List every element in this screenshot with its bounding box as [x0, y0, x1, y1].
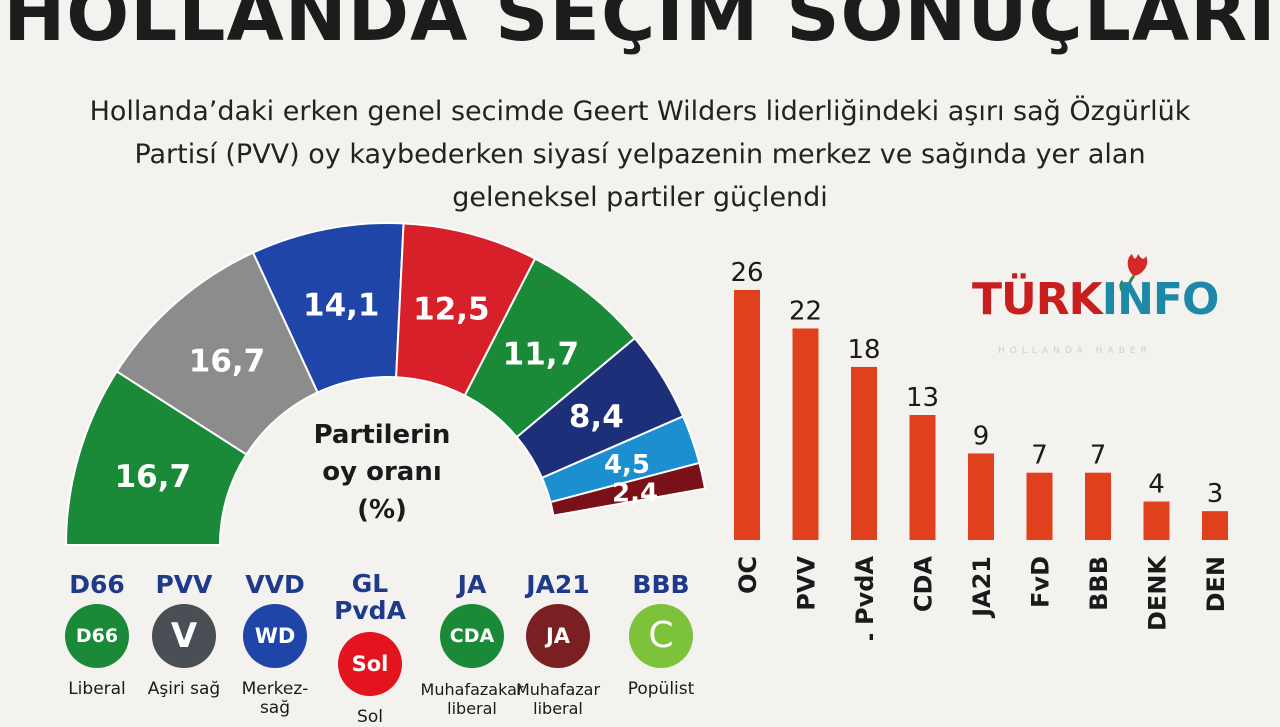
bar	[1085, 472, 1111, 540]
subtitle-line: Partisí (PVV) oy kaybederken siyasí yelp…	[134, 139, 1146, 170]
slice-label: 2,4	[612, 479, 658, 509]
bar	[1143, 501, 1170, 540]
slice-label: 16,7	[189, 343, 266, 379]
logo-tagline: HOLLANDA HABER	[998, 346, 1152, 356]
donut-center-label: Partilerin	[313, 420, 451, 450]
bar-category-label: PVV	[793, 556, 821, 611]
party-legend-d66: D66 D66 Liberal	[47, 570, 147, 699]
bar-category-label: DENK	[1144, 555, 1172, 631]
page-title: HOLLANDA SEÇIM SONUÇLARI	[3, 0, 1277, 58]
vvd-logo-icon: WD	[243, 604, 307, 668]
bar-value-label: 26	[730, 258, 763, 288]
slice-label: 8,4	[569, 399, 624, 435]
donut-center-label: oy oranı	[322, 457, 442, 487]
subtitle-line: Hollanda’daki erken genel secimde Geert …	[89, 96, 1191, 127]
bar-category-label: DEN	[1202, 556, 1230, 612]
d66-logo-icon: D66	[65, 604, 129, 668]
party-legend-gl-pvda: GL PvdA Sol Sol	[320, 570, 420, 727]
tulip-icon	[1119, 254, 1148, 299]
bar	[851, 366, 877, 540]
bar-category-label: JA21	[968, 556, 996, 619]
bar-value-label: 9	[973, 421, 990, 451]
bar	[968, 453, 994, 540]
donut-center-label: (%)	[357, 495, 407, 525]
page-subtitle: Hollanda’daki erken genel secimde Geert …	[60, 90, 1220, 219]
party-desc: Liberal	[68, 679, 126, 699]
slice-label: 11,7	[503, 337, 580, 373]
party-desc: Aşiri sağ	[147, 679, 221, 699]
party-desc: Muhafazakar	[420, 680, 524, 699]
party-desc: Muhafazar	[515, 680, 601, 699]
gl-pvda-logo-icon: Sol	[338, 632, 402, 696]
slice-label: 16,7	[115, 459, 192, 495]
bbb-logo-icon: C	[629, 604, 693, 668]
bar-value-label: 22	[789, 296, 822, 326]
bar-value-label: 7	[1031, 441, 1048, 471]
party-abbr: D66	[69, 570, 125, 599]
party-abbr: JA	[457, 570, 487, 599]
slice-label: 12,5	[413, 291, 490, 327]
party-abbr: JA21	[526, 570, 590, 599]
bar-category-label: CDA	[910, 556, 938, 613]
party-desc: liberal	[447, 699, 497, 718]
party-desc: Popülist	[627, 679, 695, 699]
bar-value-label: 13	[906, 383, 939, 413]
bar-value-label: 3	[1207, 479, 1224, 509]
pvv-logo-icon: V	[152, 604, 216, 668]
logo-text: TÜRK	[972, 274, 1103, 325]
bar	[1026, 472, 1053, 540]
bar-category-label: OC	[734, 556, 762, 594]
party-desc: liberal	[533, 699, 583, 718]
turkinfo-logo: TÜRKINFO	[972, 278, 1219, 322]
party-abbr: GL	[351, 569, 389, 598]
cda-logo-icon: CDA	[440, 604, 504, 668]
bar-category-label: BBB	[1085, 556, 1113, 611]
party-desc: sağ	[259, 698, 291, 718]
ja21-logo-icon: JA	[526, 604, 590, 668]
party-legend-ja21: JA21 JA Muhafazar liberal	[508, 570, 608, 718]
bar	[734, 290, 760, 540]
bar-value-label: 7	[1090, 441, 1107, 471]
donut-slice	[549, 461, 707, 517]
slice-label: 4,5	[604, 450, 650, 480]
party-legend-vvd: VVD WD Merkez- sağ	[225, 570, 325, 718]
subtitle-line: geleneksel partiler güçlendi	[452, 182, 828, 213]
party-desc: Sol	[357, 707, 383, 727]
bar-category-label: GL PvdA	[851, 556, 879, 640]
party-desc: Merkez-	[241, 679, 309, 699]
crescent-icon: C	[648, 615, 674, 656]
bar-category-label: FvD	[1027, 556, 1055, 608]
party-abbr: PvdA	[334, 596, 406, 625]
bar	[909, 415, 936, 540]
party-legend-bbb: BBB C Popülist	[611, 570, 711, 699]
seat-bar-chart: 26 OC 22 PVV 18 GL PvdA 13 CDA 9 JA21 7 FvD 7 BBB 4 DEN…	[730, 258, 1230, 640]
bar	[792, 328, 819, 540]
bar-value-label: 18	[847, 335, 880, 365]
bar	[1202, 511, 1228, 540]
party-legend-ja: JA CDA Muhafazakar liberal	[416, 570, 528, 718]
party-abbr: BBB	[632, 570, 690, 599]
bar-value-label: 4	[1148, 470, 1165, 500]
half-donut-chart: 16,7 16,7 14,1 12,5 11,7 8,4 4,52,4	[64, 222, 707, 546]
party-abbr: PVV	[155, 570, 213, 599]
logo-text: INFO	[1101, 274, 1220, 325]
slice-label: 14,1	[303, 287, 380, 323]
party-legend-pvv: PVV V Aşiri sağ	[134, 570, 234, 699]
party-abbr: VVD	[245, 570, 305, 599]
